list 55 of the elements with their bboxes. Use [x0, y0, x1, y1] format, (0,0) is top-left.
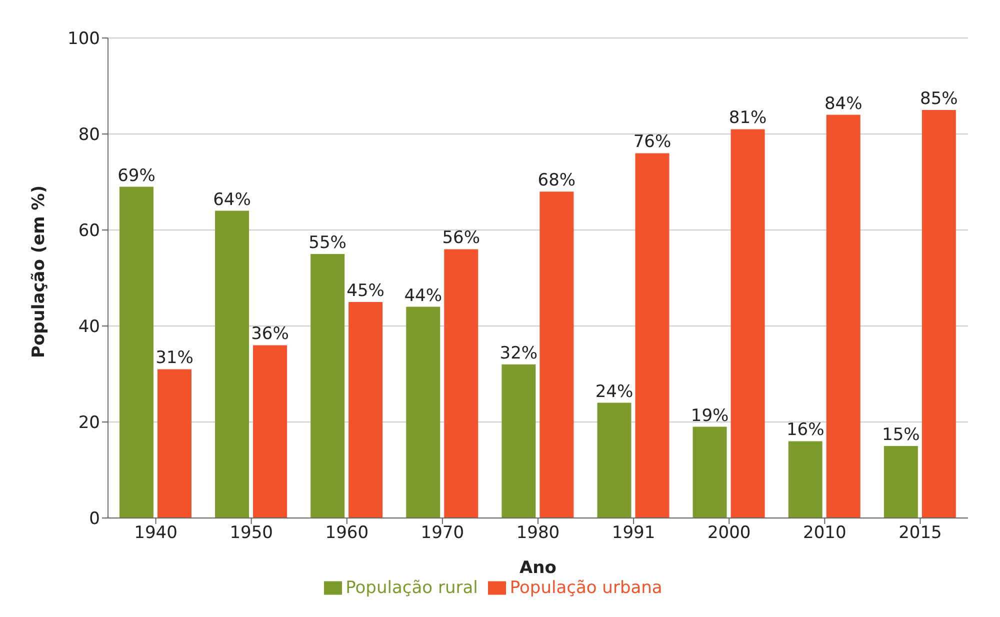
x-tick-label: 1991: [612, 523, 656, 544]
data-label: 56%: [442, 228, 480, 248]
bar: [540, 192, 574, 518]
bar: [119, 186, 154, 518]
bar: [788, 441, 822, 518]
data-label: 45%: [346, 281, 384, 301]
data-label: 85%: [920, 89, 958, 109]
bar: [444, 249, 478, 518]
x-tick-label: 1940: [134, 523, 178, 544]
bar: [310, 254, 345, 518]
data-label: 19%: [690, 406, 729, 426]
bar: [922, 110, 956, 518]
bar: [157, 369, 192, 518]
data-label: 84%: [824, 94, 862, 114]
bar: [884, 446, 918, 518]
legend-label: População rural: [346, 578, 478, 598]
x-tick-label: 1960: [325, 523, 369, 544]
data-label: 44%: [404, 286, 442, 306]
data-label: 68%: [538, 170, 576, 191]
y-tick-label: 0: [89, 509, 100, 530]
bar: [692, 426, 727, 518]
bar: [348, 302, 383, 518]
data-label: 55%: [308, 233, 346, 253]
bar: [253, 345, 288, 518]
x-tick-label: 2000: [707, 523, 751, 544]
bar: [635, 153, 670, 518]
y-tick-label: 100: [68, 29, 100, 50]
x-tick-label: 2015: [898, 523, 942, 544]
data-label: 64%: [213, 190, 251, 210]
x-tick-label: 1970: [420, 523, 464, 544]
data-label: 69%: [118, 166, 156, 186]
data-label: 16%: [786, 420, 824, 440]
y-tick-label: 40: [78, 317, 100, 338]
bar: [826, 114, 860, 518]
x-tick-label: 2010: [803, 523, 846, 544]
bar: [502, 364, 536, 518]
bar: [406, 306, 440, 518]
data-label: 81%: [728, 108, 767, 128]
x-axis-title: Ano: [520, 558, 556, 578]
data-label: 76%: [633, 132, 672, 152]
data-label: 31%: [156, 348, 194, 368]
data-label: 24%: [595, 382, 634, 402]
y-tick-label: 20: [78, 413, 100, 434]
bar: [215, 210, 250, 518]
legend-label: População urbana: [510, 578, 662, 598]
bar: [730, 129, 765, 518]
y-tick-label: 80: [78, 125, 100, 146]
y-axis-title: População (em %): [29, 185, 50, 358]
bar: [597, 402, 632, 518]
data-label: 15%: [882, 425, 920, 445]
x-tick-label: 1980: [516, 523, 560, 544]
y-tick-label: 60: [78, 221, 100, 242]
x-tick-label: 1950: [230, 523, 273, 544]
data-label: 32%: [500, 343, 538, 364]
data-label: 36%: [251, 324, 289, 344]
